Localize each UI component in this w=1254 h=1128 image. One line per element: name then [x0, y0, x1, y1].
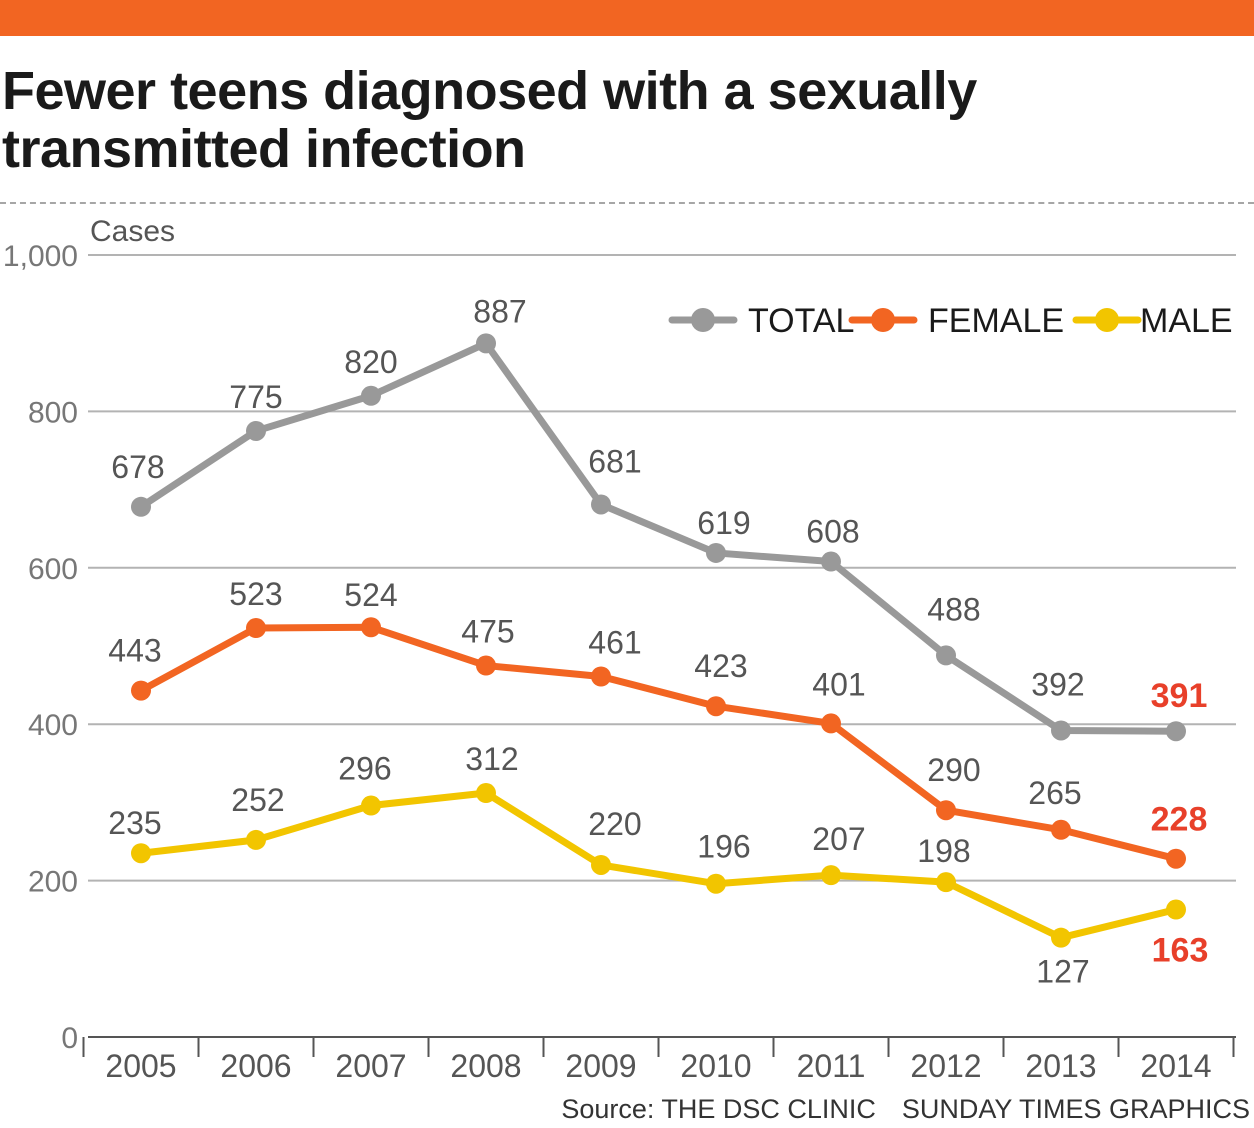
legend-item-male: MALE — [1072, 302, 1233, 340]
y-tick-label: 800 — [28, 396, 78, 429]
data-label-male: 207 — [812, 821, 865, 857]
data-label-male: 312 — [465, 741, 518, 777]
data-label-male: 252 — [231, 782, 284, 818]
legend-label-male: MALE — [1140, 302, 1233, 340]
data-label-total: 775 — [229, 379, 282, 415]
data-label-male: 127 — [1036, 954, 1089, 990]
data-label-total: 820 — [344, 344, 397, 380]
series-line-total — [137, 339, 1180, 735]
data-point-female — [821, 713, 841, 734]
data-point-female — [1166, 848, 1186, 869]
y-axis-label: Cases — [90, 215, 175, 248]
y-tick-label: 0 — [61, 1022, 78, 1055]
data-label-female: 423 — [694, 648, 747, 684]
x-tick-label: 2007 — [335, 1048, 406, 1084]
y-tick-label: 1,000 — [3, 240, 78, 273]
data-point-male — [361, 795, 381, 816]
data-point-male — [821, 865, 841, 886]
data-label-total: 619 — [697, 505, 750, 541]
data-point-male — [1051, 927, 1071, 948]
data-point-male — [936, 872, 956, 893]
legend-label-total: TOTAL — [748, 302, 854, 340]
x-tick-label: 2012 — [910, 1048, 981, 1084]
data-label-female: 443 — [108, 633, 161, 669]
series-line-male — [137, 789, 1180, 942]
x-tick-label: 2005 — [105, 1048, 176, 1084]
data-label-total: 887 — [473, 293, 526, 329]
data-label-total: 608 — [806, 514, 859, 550]
data-label-total: 678 — [111, 449, 164, 485]
data-point-total — [476, 333, 496, 354]
data-point-female — [936, 800, 956, 821]
data-point-male — [1166, 899, 1186, 920]
y-tick-label: 200 — [28, 866, 78, 899]
data-point-female — [361, 617, 381, 638]
data-point-total — [246, 420, 266, 441]
data-point-female — [476, 655, 496, 676]
data-point-female — [246, 618, 266, 639]
title-divider — [0, 202, 1254, 204]
data-label-total: 391 — [1151, 677, 1208, 715]
data-point-male — [706, 873, 726, 894]
data-point-total — [936, 645, 956, 666]
data-point-total — [1166, 721, 1186, 742]
data-label-male: 296 — [338, 751, 391, 787]
data-label-female: 523 — [229, 576, 282, 612]
data-point-female — [1051, 819, 1071, 840]
data-label-female: 524 — [344, 577, 397, 613]
data-label-total: 488 — [927, 591, 980, 627]
data-point-total — [821, 551, 841, 572]
data-point-male — [131, 843, 151, 864]
series-line-female — [137, 623, 1180, 863]
data-point-male — [246, 829, 266, 850]
legend-swatch-dot-total — [691, 308, 715, 332]
x-tick-label: 2009 — [565, 1048, 636, 1084]
y-tick-label: 400 — [28, 709, 78, 742]
data-label-female: 265 — [1028, 775, 1081, 811]
data-label-male: 163 — [1152, 932, 1209, 970]
x-tick-label: 2013 — [1025, 1048, 1096, 1084]
credit-note: SUNDAY TIMES GRAPHICS — [901, 1094, 1250, 1124]
data-label-total: 392 — [1031, 666, 1084, 702]
data-label-male: 196 — [697, 829, 750, 865]
legend-item-female: FEMALE — [848, 302, 1064, 340]
data-label-female: 290 — [927, 752, 980, 788]
y-tick-label: 600 — [28, 553, 78, 586]
data-point-total — [706, 542, 726, 563]
x-tick-label: 2014 — [1140, 1048, 1211, 1084]
data-point-total — [361, 385, 381, 406]
chart-footer: Source: THE DSC CLINIC SUNDAY TIMES GRAPH… — [0, 1094, 1250, 1125]
x-tick-label: 2006 — [220, 1048, 291, 1084]
data-point-female — [706, 696, 726, 717]
source-note: Source: THE DSC CLINIC — [561, 1094, 876, 1124]
data-label-female: 475 — [461, 614, 514, 650]
data-label-male: 198 — [917, 833, 970, 869]
data-label-female: 461 — [588, 624, 641, 660]
header-accent-bar — [0, 0, 1254, 36]
legend-swatch-dot-female — [871, 308, 895, 332]
legend-swatch-dot-male — [1095, 308, 1119, 332]
data-point-female — [591, 666, 611, 687]
data-label-total: 681 — [588, 443, 641, 479]
data-point-male — [591, 854, 611, 875]
data-label-female: 228 — [1151, 801, 1208, 839]
data-point-male — [476, 783, 496, 804]
data-point-total — [591, 494, 611, 515]
data-label-male: 235 — [108, 805, 161, 841]
data-point-total — [1051, 720, 1071, 741]
x-tick-label: 2010 — [680, 1048, 751, 1084]
chart-title: Fewer teens diagnosed with a sexually tr… — [2, 61, 977, 179]
data-label-female: 401 — [812, 666, 865, 702]
x-tick-label: 2011 — [797, 1048, 866, 1084]
x-tick-label: 2008 — [450, 1048, 521, 1084]
data-point-female — [131, 680, 151, 701]
legend-label-female: FEMALE — [928, 302, 1064, 340]
legend-item-total: TOTAL — [668, 302, 854, 340]
data-point-total — [131, 496, 151, 517]
data-label-male: 220 — [588, 806, 641, 842]
